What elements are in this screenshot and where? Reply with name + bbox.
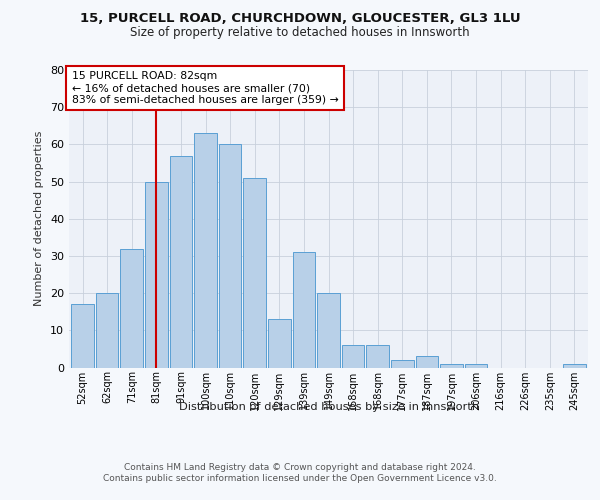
Bar bbox=[465, 364, 487, 368]
Bar bbox=[416, 356, 438, 368]
Bar bbox=[145, 182, 167, 368]
Bar bbox=[219, 144, 241, 368]
Bar bbox=[71, 304, 94, 368]
Text: Contains public sector information licensed under the Open Government Licence v3: Contains public sector information licen… bbox=[103, 474, 497, 483]
Text: 15, PURCELL ROAD, CHURCHDOWN, GLOUCESTER, GL3 1LU: 15, PURCELL ROAD, CHURCHDOWN, GLOUCESTER… bbox=[80, 12, 520, 26]
Bar bbox=[170, 156, 192, 368]
Bar bbox=[367, 345, 389, 368]
Bar bbox=[563, 364, 586, 368]
Bar bbox=[268, 319, 290, 368]
Y-axis label: Number of detached properties: Number of detached properties bbox=[34, 131, 44, 306]
Bar bbox=[96, 293, 118, 368]
Bar bbox=[293, 252, 315, 368]
Bar bbox=[317, 293, 340, 368]
Text: 15 PURCELL ROAD: 82sqm
← 16% of detached houses are smaller (70)
83% of semi-det: 15 PURCELL ROAD: 82sqm ← 16% of detached… bbox=[71, 72, 338, 104]
Bar bbox=[121, 248, 143, 368]
Bar bbox=[194, 133, 217, 368]
Bar bbox=[244, 178, 266, 368]
Text: Distribution of detached houses by size in Innsworth: Distribution of detached houses by size … bbox=[179, 402, 479, 412]
Text: Contains HM Land Registry data © Crown copyright and database right 2024.: Contains HM Land Registry data © Crown c… bbox=[124, 462, 476, 471]
Bar bbox=[391, 360, 413, 368]
Text: Size of property relative to detached houses in Innsworth: Size of property relative to detached ho… bbox=[130, 26, 470, 39]
Bar bbox=[440, 364, 463, 368]
Bar bbox=[342, 345, 364, 368]
